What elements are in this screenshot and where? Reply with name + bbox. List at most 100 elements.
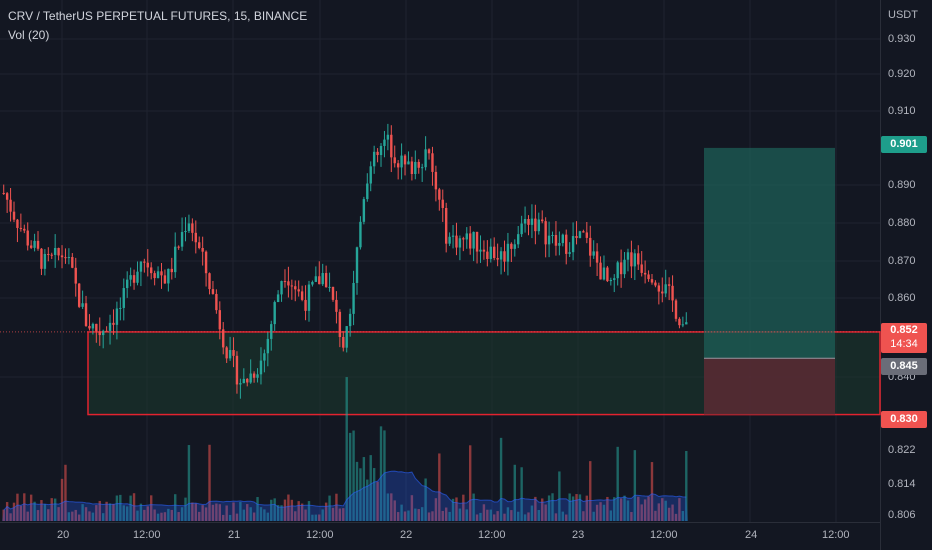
- volume-bar: [239, 501, 242, 521]
- candle-body: [602, 267, 606, 280]
- volume-bar: [427, 512, 431, 521]
- volume-bar: [585, 495, 589, 521]
- volume-bar: [523, 514, 527, 521]
- candle-body: [136, 271, 139, 283]
- volume-bar: [496, 511, 499, 521]
- volume-bar: [475, 514, 479, 521]
- candle-body: [390, 134, 393, 158]
- candle-countdown: 14:34: [890, 338, 918, 350]
- candle-body: [376, 151, 379, 156]
- candle-body: [314, 276, 318, 282]
- volume-bar: [19, 505, 23, 521]
- volume-bar: [616, 446, 619, 521]
- candle-body: [146, 262, 149, 268]
- candle-body: [9, 199, 12, 212]
- candle-body: [424, 149, 427, 168]
- candle-body: [441, 199, 444, 208]
- candle-body: [170, 268, 173, 273]
- volume-bar: [153, 509, 156, 521]
- candle-body: [242, 378, 246, 384]
- volume-bar: [438, 453, 441, 521]
- candle-body: [458, 238, 462, 248]
- volume-bar: [558, 471, 561, 521]
- volume-bar: [667, 507, 671, 521]
- volume-bar: [294, 511, 297, 521]
- volume-bar: [623, 495, 626, 521]
- volume-bar: [517, 511, 520, 521]
- volume-bar: [88, 511, 91, 521]
- candle-body: [81, 303, 84, 307]
- volume-bar: [263, 509, 266, 521]
- candle-body: [589, 237, 592, 256]
- volume-bar: [318, 514, 321, 521]
- candle-body: [239, 383, 242, 385]
- candle-body: [311, 281, 314, 285]
- candle-body: [369, 166, 372, 184]
- volume-bar: [345, 377, 348, 521]
- candle-body: [403, 155, 407, 165]
- currency-label: USDT: [888, 9, 918, 21]
- volume-bar: [71, 511, 74, 521]
- candle-body: [60, 255, 64, 258]
- candle-body: [571, 236, 575, 253]
- candle-body: [71, 257, 74, 268]
- volume-tick: 0.814: [888, 478, 916, 490]
- volume-bar: [565, 514, 568, 521]
- time-tick: 12:00: [650, 529, 678, 541]
- candle-body: [366, 183, 369, 200]
- volume-bar: [228, 514, 232, 521]
- candle-body: [29, 245, 33, 248]
- candle-body: [208, 273, 211, 290]
- time-tick: 20: [57, 529, 70, 541]
- volume-bar: [465, 509, 468, 521]
- volume-bar: [177, 512, 180, 521]
- volume-bar: [218, 504, 222, 521]
- volume-bar: [16, 493, 19, 521]
- candle-body: [280, 281, 283, 295]
- volume-bar: [451, 498, 455, 521]
- candle-body: [101, 330, 105, 336]
- candle-body: [362, 199, 366, 222]
- volume-bar: [331, 507, 335, 521]
- candle-body: [270, 324, 273, 339]
- price-tick: 0.930: [888, 33, 916, 45]
- volume-tick: 0.806: [888, 509, 916, 521]
- candle-body: [667, 284, 671, 286]
- candle-body: [40, 248, 43, 269]
- volume-bar: [321, 509, 324, 521]
- candle-body: [300, 291, 304, 300]
- volume-bar: [513, 464, 516, 521]
- price-tick: 0.860: [888, 292, 916, 304]
- candle-body: [606, 267, 609, 282]
- volume-bar: [204, 507, 208, 521]
- volume-bar: [276, 505, 280, 521]
- volume-bar: [376, 481, 379, 521]
- candle-body: [414, 161, 417, 175]
- volume-bar: [420, 507, 424, 521]
- candle-body: [16, 219, 19, 228]
- volume-bar: [160, 512, 163, 521]
- candle-body: [194, 232, 197, 243]
- volume-bar: [242, 509, 246, 521]
- candle-body: [191, 223, 194, 233]
- candle-body: [613, 278, 616, 280]
- candle-body: [53, 248, 57, 255]
- volume-bar: [125, 506, 129, 521]
- candle-body: [23, 228, 26, 231]
- candle-body: [246, 378, 249, 383]
- entry-price-tag: 0.845: [881, 358, 927, 375]
- volume-bar: [98, 500, 101, 521]
- volume-bar: [139, 503, 143, 521]
- volume-bar: [369, 455, 372, 521]
- volume-bar: [383, 430, 386, 521]
- volume-bar: [53, 498, 57, 521]
- candle-body: [359, 221, 362, 248]
- volume-indicator-label[interactable]: Vol (20): [8, 28, 50, 42]
- candle-body: [167, 268, 170, 284]
- volume-bar: [273, 498, 276, 521]
- candle-body: [259, 360, 263, 375]
- candle-body: [119, 307, 122, 309]
- candle-body: [671, 285, 674, 301]
- volume-bar: [338, 508, 342, 521]
